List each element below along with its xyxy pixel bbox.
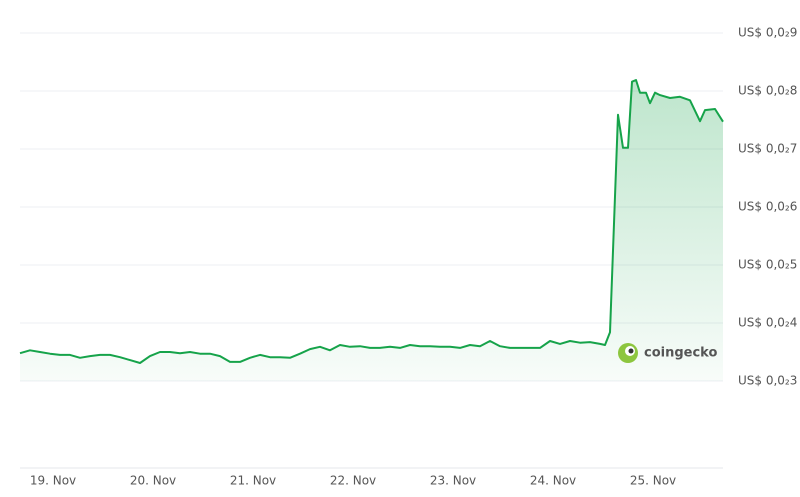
y-tick-label: US$ 0,0₂4 xyxy=(738,316,797,330)
x-tick-label: 19. Nov xyxy=(30,474,76,488)
watermark-logo xyxy=(618,343,638,363)
x-tick-label: 25. Nov xyxy=(630,474,676,488)
y-tick-label: US$ 0,0₂5 xyxy=(738,258,797,272)
y-tick-label: US$ 0,0₂6 xyxy=(738,200,797,214)
price-line xyxy=(19,79,724,364)
area xyxy=(20,80,723,381)
x-tick-label: 22. Nov xyxy=(330,474,376,488)
x-tick-label: 24. Nov xyxy=(530,474,576,488)
y-tick-label: US$ 0,0₂7 xyxy=(738,142,797,156)
watermark: coingecko xyxy=(644,346,717,361)
x-tick-label: 23. Nov xyxy=(430,474,476,488)
y-tick-label: US$ 0,0₂9 xyxy=(738,26,797,40)
y-tick-label: US$ 0,0₂3 xyxy=(738,374,797,388)
x-tick-label: 20. Nov xyxy=(130,474,176,488)
x-tick-label: 21. Nov xyxy=(230,474,276,488)
y-tick-label: US$ 0,0₂8 xyxy=(738,84,797,98)
